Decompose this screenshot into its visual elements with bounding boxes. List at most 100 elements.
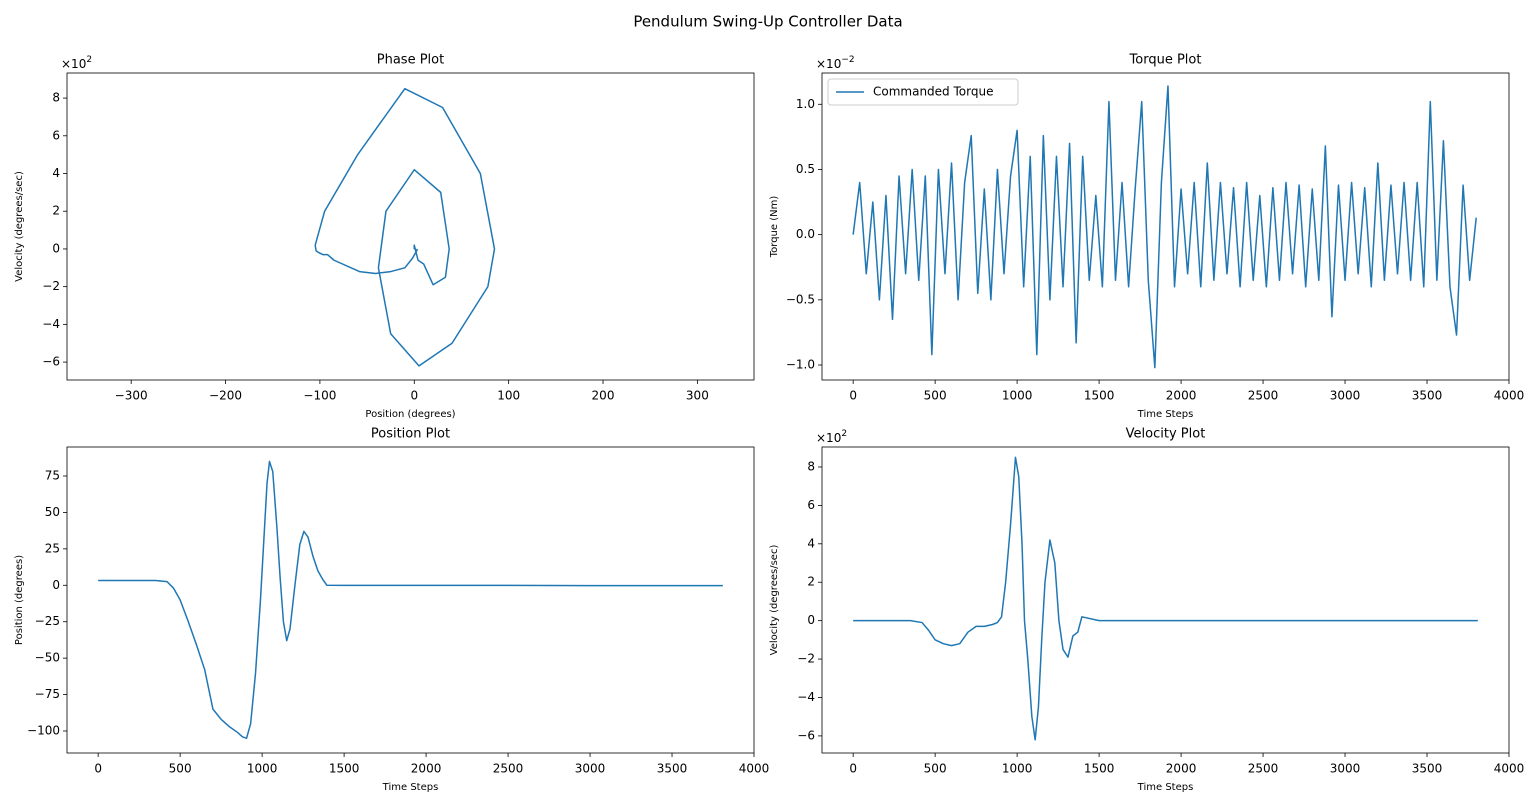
subplot: Position Plot Time Steps Position (degrees… [14,427,769,794]
y-tick-label: −4 [42,317,60,331]
axis-scale-label: ×102 [61,55,92,71]
data-line [98,460,723,740]
x-axis-label: Position (degrees) [365,409,455,420]
x-tick-label: 1500 [329,762,360,776]
y-tick-label: −75 [35,687,60,701]
y-tick-label: −0.5 [786,292,815,306]
legend: Commanded Torque [827,78,1019,106]
x-tick-label: 3000 [575,762,606,776]
x-tick-label: 0 [94,762,102,776]
x-tick-label: 0 [849,762,857,776]
axis-scale-label: ×102 [816,429,847,445]
subplot: Phase Plot Position (degrees) Velocity (de… [14,53,755,420]
y-tick-label: 2 [52,204,60,218]
y-tick-label: 0 [52,578,60,592]
x-tick-label: 3000 [1330,762,1361,776]
y-tick-label: 4 [52,166,60,180]
y-tick-label: −25 [35,614,60,628]
y-tick-label: 0 [807,613,815,627]
y-tick-label: 0.0 [796,227,815,241]
x-tick-label: 0 [410,389,418,403]
y-axis-label: Torque (Nm) [769,196,780,259]
x-tick-label: 1500 [1084,389,1115,403]
x-tick-label: 500 [169,762,192,776]
y-axis-label: Position (degrees) [14,555,25,645]
y-tick-label: 8 [807,459,815,473]
x-tick-label: 2500 [1248,389,1279,403]
scale-base: ×10 [816,431,841,445]
axis-scale-label: ×10−2 [816,55,855,71]
y-tick-label: 50 [45,505,60,519]
scale-exponent: 2 [86,55,92,65]
y-tick-label: −50 [35,651,60,665]
scale-exponent: 2 [841,429,847,439]
subplot-title: Position Plot [371,427,450,442]
subplot-title: Velocity Plot [1126,427,1206,442]
x-tick-label: 2000 [1166,389,1197,403]
y-axis-label: Velocity (degrees/sec) [14,171,25,282]
y-tick-label: 6 [807,498,815,512]
y-tick-label: 4 [807,536,815,550]
y-tick-label: 0 [52,241,60,255]
x-tick-label: 2000 [411,762,442,776]
x-tick-label: 1000 [247,762,278,776]
x-tick-label: 300 [686,389,709,403]
y-tick-label: 1.0 [796,97,815,111]
y-tick-label: 75 [45,468,60,482]
y-tick-label: −6 [42,355,60,369]
y-axis-label: Velocity (degrees/sec) [769,545,780,656]
legend-frame [827,78,1019,106]
y-tick-label: −2 [797,652,815,666]
y-tick-label: −1.0 [786,358,815,372]
y-tick-label: 25 [45,541,60,555]
x-tick-label: 3500 [657,762,688,776]
x-tick-label: 100 [497,389,520,403]
y-tick-label: 8 [52,91,60,105]
x-tick-label: 3500 [1412,762,1443,776]
x-tick-label: −100 [303,389,336,403]
scale-base: ×10 [61,57,86,71]
x-tick-label: 0 [849,389,857,403]
axes-frame [66,72,755,381]
x-tick-label: 4000 [1494,762,1525,776]
x-axis-label: Time Steps [382,782,439,793]
x-tick-label: 200 [592,389,615,403]
x-tick-label: 2000 [1166,762,1197,776]
x-tick-label: 500 [924,762,947,776]
scale-exponent: −2 [841,55,854,65]
subplot: Velocity Plot Time Steps Velocity (degrees… [769,427,1524,794]
y-tick-label: −6 [797,728,815,742]
y-tick-label: −2 [42,279,60,293]
data-line [852,85,1477,369]
y-tick-label: −4 [797,690,815,704]
x-tick-label: −200 [209,389,242,403]
y-tick-label: 2 [807,575,815,589]
x-tick-label: 500 [924,389,947,403]
axes-frame [66,446,755,754]
y-tick-label: −100 [27,723,60,737]
x-tick-label: 4000 [1494,389,1525,403]
data-line [853,456,1478,741]
x-tick-label: 1500 [1084,762,1115,776]
data-line [314,87,496,367]
axes-frame [821,72,1510,381]
subplot-title: Torque Plot [1129,53,1202,68]
x-tick-label: 2500 [493,762,524,776]
x-tick-label: 4000 [739,762,770,776]
subplot: Torque Plot Time Steps Torque (Nm) 0 500 1000… [769,53,1524,421]
x-tick-label: 2500 [1248,762,1279,776]
x-tick-label: −300 [115,389,148,403]
x-axis-label: Time Steps [1137,409,1194,420]
x-axis-label: Time Steps [1137,782,1194,793]
x-tick-label: 3000 [1330,389,1361,403]
x-tick-label: 1000 [1002,389,1033,403]
x-tick-label: 3500 [1412,389,1443,403]
y-tick-label: 6 [52,128,60,142]
subplot-title: Phase Plot [377,53,444,68]
x-tick-label: 1000 [1002,762,1033,776]
y-tick-label: 0.5 [796,162,815,176]
legend-label: Commanded Torque [873,85,993,99]
scale-base: ×10 [816,57,841,71]
figure-title: Pendulum Swing-Up Controller Data [633,13,902,31]
